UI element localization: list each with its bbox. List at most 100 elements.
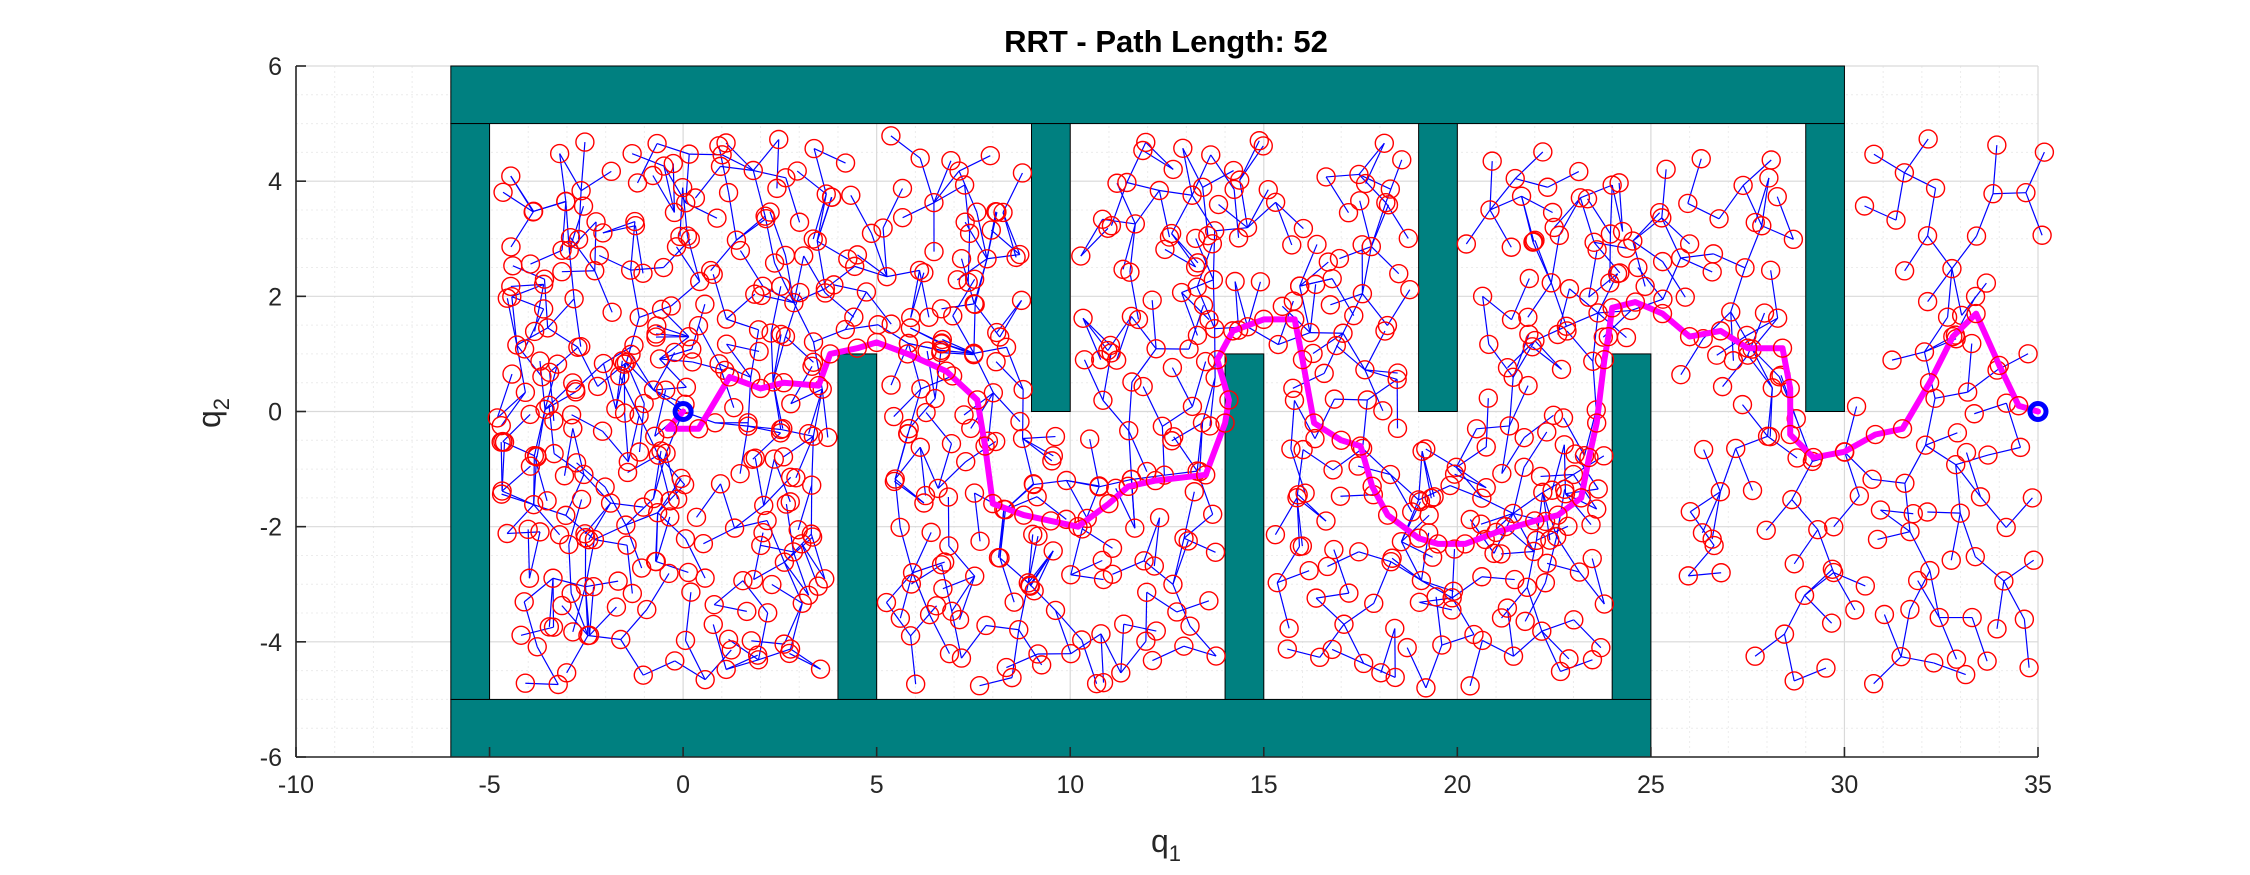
tree-node	[2014, 609, 2035, 629]
y-tick-label: -6	[260, 744, 282, 772]
tree-edge	[713, 580, 744, 606]
tree-edge	[1873, 153, 1905, 174]
tree-edge	[973, 493, 981, 542]
tree-node	[502, 364, 522, 384]
tree-node	[677, 226, 698, 246]
tree-node	[1942, 258, 1962, 279]
tree-node	[1845, 600, 1865, 620]
tree-edge	[1196, 286, 1216, 329]
tree-edge	[1524, 582, 1546, 622]
tree-node	[1565, 444, 1585, 464]
tree-edge	[753, 169, 786, 179]
goal-marker	[2027, 401, 2049, 422]
tree-node	[533, 274, 554, 295]
tree-node	[679, 327, 699, 347]
path-node	[1068, 516, 1088, 537]
tree-edge	[1765, 499, 1793, 531]
tree-node	[1918, 129, 1938, 149]
tree-edge	[1421, 451, 1432, 499]
tree-edge	[912, 572, 931, 615]
tree-node	[1045, 600, 1066, 621]
tree-node	[1917, 502, 1938, 522]
tree-edge	[1711, 491, 1721, 540]
tree-node	[964, 294, 984, 314]
tree-node	[1610, 263, 1630, 283]
tree-edge	[1946, 268, 1953, 318]
tree-edge	[844, 291, 867, 330]
tree-node	[987, 322, 1007, 343]
tree-edge	[1142, 386, 1163, 427]
tree-node	[956, 451, 976, 472]
tree-node	[1569, 161, 1589, 182]
tree-edge	[506, 504, 535, 534]
obstacle-left-wall	[450, 123, 491, 700]
tree-node	[1492, 463, 1512, 484]
tree-edge	[584, 502, 612, 535]
tree-node	[743, 569, 764, 590]
tree-node	[1277, 639, 1298, 659]
tree-edge	[1746, 317, 1778, 336]
tree-node	[1200, 416, 1220, 436]
tree-node	[1392, 150, 1412, 170]
tree-edge	[525, 682, 559, 686]
tree-edge	[785, 177, 801, 223]
tree-node	[1482, 151, 1502, 171]
tree-edge	[750, 329, 760, 378]
tree-edge	[1880, 509, 1911, 533]
tree-node	[1976, 273, 1997, 293]
tree-node	[1656, 159, 1676, 180]
tree-node	[892, 207, 913, 228]
tree-node	[1886, 210, 1906, 230]
path-node	[1919, 373, 1940, 393]
tree-edge	[1123, 623, 1157, 632]
tree-edge	[940, 564, 953, 612]
tree-node	[1446, 457, 1466, 478]
tree-node	[589, 245, 609, 266]
tree-edge	[1070, 574, 1104, 581]
tree-node	[954, 405, 974, 425]
tree-edge	[714, 604, 747, 612]
tree-node	[838, 249, 858, 269]
tree-edge	[1164, 470, 1198, 476]
tree-edge	[659, 358, 687, 388]
tree-node	[1587, 240, 1607, 260]
tree-node	[1895, 473, 1915, 493]
tree-edge	[1521, 195, 1553, 214]
tree-node	[905, 674, 926, 694]
tree-edge	[1297, 494, 1327, 522]
tree-node	[1548, 324, 1568, 345]
tree-node	[730, 463, 750, 484]
tree-node	[1726, 438, 1746, 459]
tree-edge	[1027, 535, 1039, 584]
tree-node	[1591, 637, 1611, 658]
tree-node	[1794, 585, 1815, 606]
tree-edge	[1107, 316, 1132, 351]
tree-edge	[533, 200, 566, 212]
tree-edge	[952, 315, 975, 354]
tree-node	[1882, 350, 1902, 370]
tree-edge	[1277, 570, 1310, 584]
tree-node	[965, 566, 985, 586]
tree-node	[931, 342, 951, 363]
tree-node	[1122, 372, 1142, 392]
tree-node	[749, 341, 769, 362]
tree-edge	[1189, 625, 1217, 657]
tree-edge	[1171, 367, 1193, 407]
tree-node	[776, 494, 797, 514]
tree-edge	[1817, 529, 1835, 573]
tree-node	[1544, 217, 1564, 238]
path-node	[847, 338, 868, 358]
tree-node	[1020, 576, 1041, 596]
path-node	[1548, 505, 1568, 525]
tree-node	[1855, 576, 1876, 596]
tree-node	[1061, 565, 1081, 585]
tree-edge	[941, 342, 974, 356]
tree-node	[1305, 274, 1326, 295]
path-node	[975, 436, 995, 456]
tree-node	[1072, 630, 1092, 650]
tree-edge	[894, 480, 925, 504]
tree-edge	[1358, 142, 1385, 175]
tree-edge	[1566, 330, 1594, 362]
tree-edge	[684, 640, 706, 680]
tree-edge	[952, 278, 976, 317]
